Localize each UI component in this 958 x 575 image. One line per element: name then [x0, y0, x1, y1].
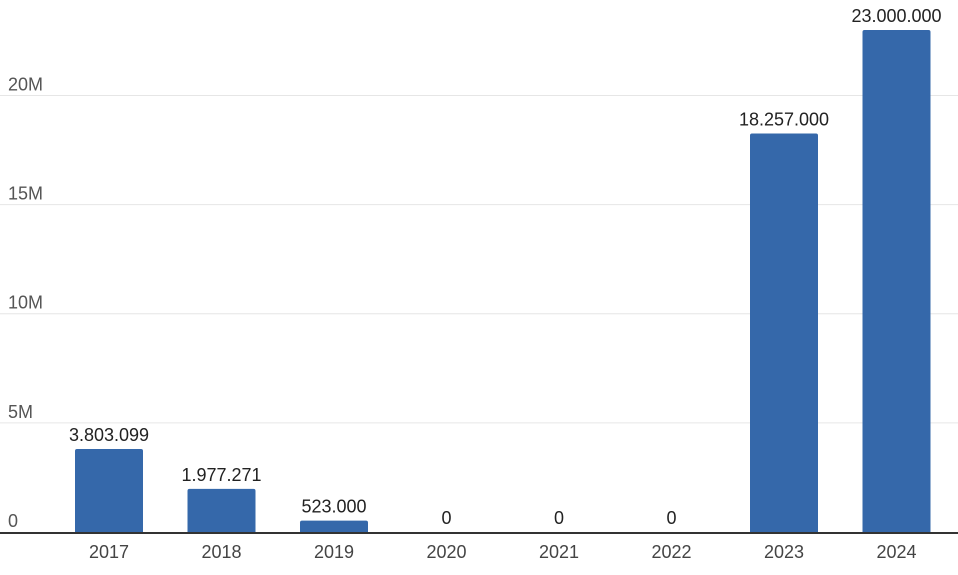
data-label: 23.000.000 [851, 6, 941, 26]
x-tick-label: 2024 [876, 542, 916, 562]
bar [300, 520, 368, 532]
x-tick-label: 2017 [89, 542, 129, 562]
y-tick-label: 5M [8, 402, 33, 422]
x-tick-label: 2020 [426, 542, 466, 562]
data-label: 0 [441, 508, 451, 528]
x-tick-label: 2022 [651, 542, 691, 562]
bar-layer [75, 30, 931, 533]
bar [862, 30, 931, 532]
label-layer: 0 5M 10M 15M 20M 3.803.099 2017 1.977.271 2018 52… [8, 6, 942, 562]
bar [750, 133, 818, 533]
x-tick-label: 2021 [539, 542, 579, 562]
data-label: 3.803.099 [69, 425, 149, 445]
data-label: 0 [666, 508, 676, 528]
bar [187, 488, 256, 532]
data-label: 18.257.000 [739, 110, 829, 130]
data-label: 0 [554, 508, 564, 528]
x-tick-label: 2019 [314, 542, 354, 562]
y-tick-label: 20M [8, 74, 43, 94]
data-label: 523.000 [301, 497, 366, 517]
x-tick-label: 2018 [201, 542, 241, 562]
y-tick-label: 0 [8, 511, 18, 531]
y-tick-label: 15M [8, 184, 43, 204]
x-tick-label: 2023 [764, 542, 804, 562]
data-label: 1.977.271 [181, 465, 261, 485]
y-tick-label: 10M [8, 293, 43, 313]
bar [75, 448, 143, 532]
